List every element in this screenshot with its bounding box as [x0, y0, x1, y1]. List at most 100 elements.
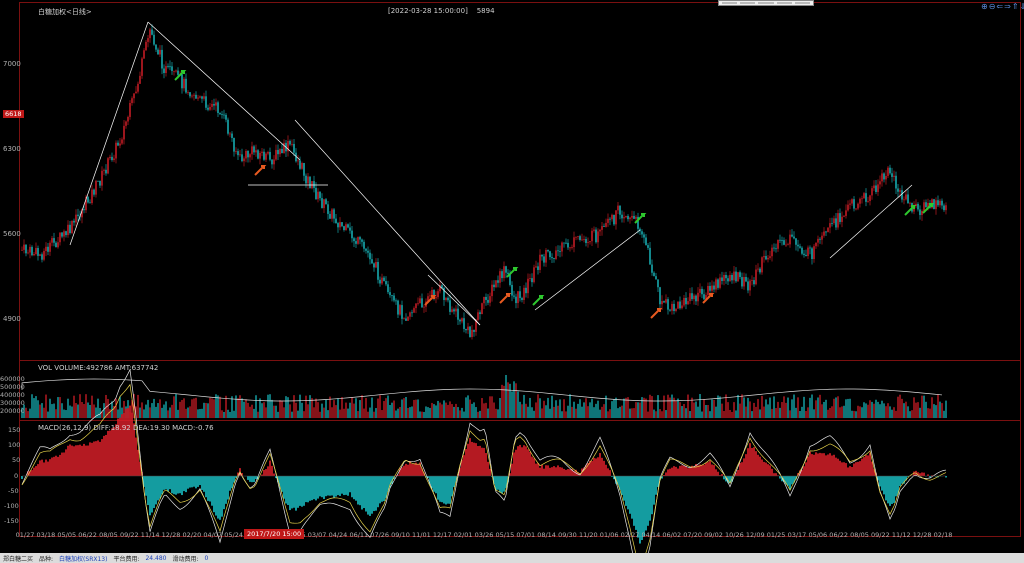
macd-bar	[253, 476, 255, 483]
volume-bar	[663, 395, 665, 418]
trend-line[interactable]	[427, 274, 481, 326]
date-tick: 05/15	[495, 531, 515, 539]
volume-bar	[239, 395, 241, 418]
macd-bar	[565, 469, 567, 476]
candle-body	[273, 159, 275, 165]
volume-bar	[897, 396, 899, 418]
arrow-left-icon[interactable]: ⇐	[996, 2, 1004, 11]
trend-line[interactable]	[534, 229, 641, 311]
trend-line[interactable]	[294, 119, 481, 326]
candle-body	[789, 234, 791, 245]
arrow-down-icon[interactable]: ⇓	[1019, 2, 1024, 11]
candle-body	[729, 274, 731, 282]
volume-bar	[673, 397, 675, 418]
macd-bar	[449, 476, 451, 504]
volume-bar	[665, 410, 667, 418]
macd-bar	[347, 476, 349, 496]
zoom-in-icon[interactable]: ⊕	[981, 2, 988, 11]
candle-body	[501, 271, 503, 279]
candle-body	[331, 209, 333, 219]
volume-bar	[945, 400, 947, 418]
macd-bar	[399, 468, 401, 476]
trend-line[interactable]	[829, 184, 913, 259]
candle-body	[403, 318, 405, 320]
macd-bar	[547, 465, 549, 476]
candle-body	[517, 291, 519, 304]
volume-bar	[463, 411, 465, 418]
candle-body	[447, 297, 449, 301]
candle-body	[261, 151, 263, 153]
volume-bar	[227, 409, 229, 418]
floating-toolbar[interactable]	[718, 0, 814, 6]
candle-body	[651, 264, 653, 273]
candle-body	[519, 291, 521, 299]
volume-bar	[501, 384, 503, 418]
candle-body	[919, 209, 921, 215]
volume-bar	[89, 404, 91, 418]
date-tick: 11/12	[891, 531, 911, 539]
candle-body	[907, 194, 909, 204]
macd-bar	[291, 476, 293, 509]
volume-bar	[545, 405, 547, 418]
volume-bar	[659, 409, 661, 418]
candle-body	[771, 247, 773, 257]
candle-body	[647, 245, 649, 248]
signal-arrow-icon	[702, 293, 715, 304]
volume-bar	[787, 397, 789, 418]
date-tick: 09/02	[704, 531, 723, 539]
zoom-out-icon[interactable]: ⊖	[988, 2, 996, 11]
candle-body	[487, 299, 489, 303]
candle-body	[795, 238, 797, 245]
candle-body	[395, 300, 397, 302]
candle-body	[567, 242, 569, 248]
candle-body	[245, 150, 247, 159]
volume-bar	[311, 398, 313, 418]
status-strategy: 郑白糖二买	[3, 555, 34, 563]
trend-line[interactable]	[69, 21, 149, 246]
volume-bar	[455, 403, 457, 418]
macd-bar	[49, 459, 51, 476]
macd-bar	[675, 466, 677, 476]
macd-bar	[649, 476, 651, 521]
macd-bar	[149, 476, 151, 516]
macd-bar	[275, 476, 277, 479]
volume-bar	[529, 397, 531, 418]
macd-bar	[629, 476, 631, 514]
candle-body	[407, 316, 409, 321]
candle-body	[869, 195, 871, 202]
date-tick: 03/26	[474, 531, 494, 539]
volume-bar	[835, 397, 837, 418]
volume-bar	[59, 397, 61, 418]
macd-bar	[131, 412, 133, 476]
volume-bar	[745, 406, 747, 418]
volume-bar	[817, 397, 819, 418]
macd-bar	[515, 449, 517, 476]
candle-body	[327, 204, 329, 214]
macd-bar	[317, 476, 319, 499]
volume-bar	[355, 398, 357, 418]
candle-body	[507, 272, 509, 275]
macd-bar	[333, 476, 335, 498]
arrow-right-icon[interactable]: ⇒	[1004, 2, 1011, 11]
volume-bar	[319, 411, 321, 418]
candle-body	[371, 259, 373, 264]
arrow-up-icon[interactable]: ⇑	[1011, 2, 1019, 11]
macd-bar	[485, 453, 487, 476]
macd-bar	[599, 453, 601, 476]
macd-bar	[47, 461, 49, 476]
candle-body	[325, 199, 327, 205]
macd-bar	[527, 449, 529, 476]
macd-bar	[215, 476, 217, 516]
volume-bar	[221, 410, 223, 418]
trend-line[interactable]	[147, 21, 301, 161]
candle-body	[201, 96, 203, 99]
volume-bar	[217, 395, 219, 418]
macd-dea-line	[21, 383, 947, 563]
candle-body	[679, 301, 681, 309]
candle-body	[197, 97, 199, 99]
candle-body	[153, 34, 155, 45]
volume-bar	[253, 408, 255, 418]
candle-body	[699, 288, 701, 293]
candle-body	[845, 210, 847, 216]
